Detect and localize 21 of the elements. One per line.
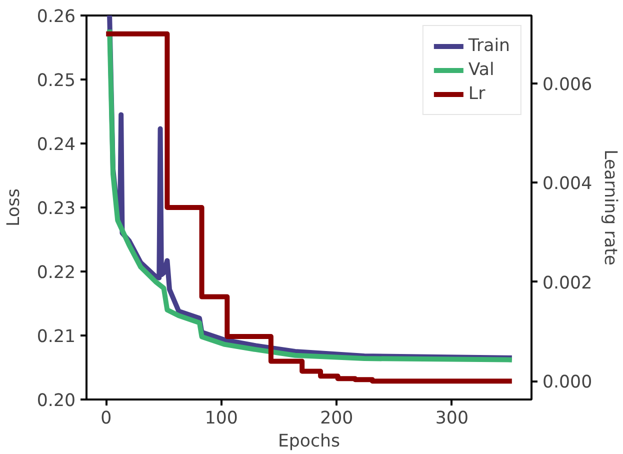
y-tick-label: 0.25 — [36, 71, 76, 91]
y-tick-label: 0.21 — [36, 327, 76, 347]
y2-tick-label: 0.004 — [542, 174, 592, 194]
x-tick-label: 100 — [204, 408, 238, 428]
y2-tick-label: 0.002 — [542, 273, 592, 294]
y2-axis-title: Learning rate — [600, 150, 620, 266]
y-axis-title: Loss — [4, 188, 24, 227]
y2-tick-label: 0.006 — [542, 74, 592, 95]
y-tick-label: 0.23 — [36, 199, 76, 219]
x-axis-title: Epochs — [278, 432, 340, 452]
legend-label: Lr — [468, 84, 486, 104]
x-tick-label: 300 — [435, 408, 468, 428]
y-tick-label: 0.24 — [36, 135, 76, 155]
y-tick-label: 0.26 — [36, 7, 76, 27]
y-tick-label: 0.20 — [36, 391, 76, 411]
y-tick-label: 0.22 — [36, 263, 76, 283]
x-tick-label: 0 — [100, 408, 112, 428]
x-tick-label: 200 — [320, 408, 354, 428]
legend-label: Val — [468, 60, 494, 80]
legend-label: Train — [468, 36, 510, 56]
y2-tick-label: 0.000 — [542, 372, 592, 393]
